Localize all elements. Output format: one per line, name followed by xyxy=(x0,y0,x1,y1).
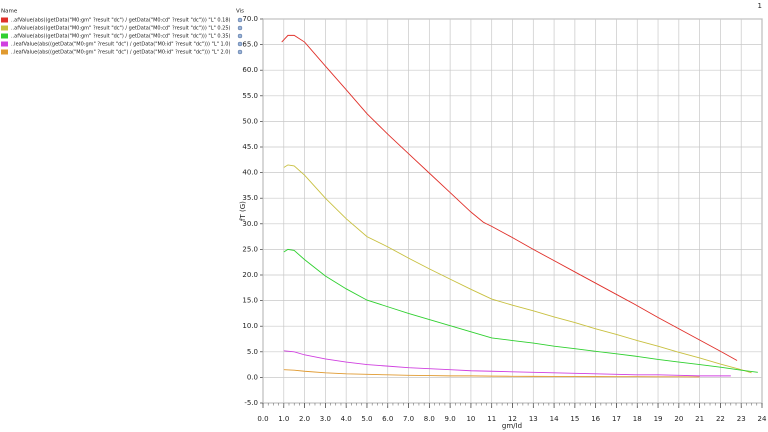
x-tick-label: 13 xyxy=(529,415,538,423)
x-axis-label: gm/Id xyxy=(502,422,522,430)
x-tick-label: 4.0 xyxy=(341,415,352,423)
series-line xyxy=(281,34,738,361)
x-tick-label: 1.0 xyxy=(278,415,289,423)
y-tick-label: 0.0 xyxy=(247,373,258,381)
legend-entry: ..leafValue(abs((getData("M0:gm" ?result… xyxy=(11,42,230,48)
y-tick-label: 55.0 xyxy=(242,92,258,100)
x-tick-label: 16 xyxy=(591,415,600,423)
x-tick-label: 10 xyxy=(466,415,475,423)
x-tick-label: 9.0 xyxy=(445,415,456,423)
legend-swatch xyxy=(1,17,8,23)
subplot-index: 1 xyxy=(758,2,762,10)
y-tick-label: 10.0 xyxy=(242,322,258,330)
y-tick-label: 65.0 xyxy=(242,41,258,49)
x-tick-label: 14 xyxy=(550,415,559,423)
y-tick-label: 45.0 xyxy=(242,143,258,151)
x-tick-label: 12 xyxy=(508,415,517,423)
x-tick-label: 6.0 xyxy=(382,415,393,423)
x-tick-label: 21 xyxy=(695,415,704,423)
x-tick-label: 18 xyxy=(633,415,642,423)
x-tick-label: 5.0 xyxy=(361,415,372,423)
y-tick-label: 50.0 xyxy=(242,117,258,125)
x-tick-label: 20 xyxy=(674,415,683,423)
legend-swatch xyxy=(1,33,8,39)
legend-swatch xyxy=(1,25,8,31)
legend-entry: ..afValue(abs((getData("M0:gm" ?result "… xyxy=(11,26,231,32)
y-tick-label: 25.0 xyxy=(242,245,258,253)
y-tick-label: 60.0 xyxy=(242,66,258,74)
x-tick-label: 11 xyxy=(487,415,496,423)
y-tick-label: 70.0 xyxy=(242,15,258,23)
legend-entry: ..afValue(abs((getData("M0:gm" ?result "… xyxy=(11,18,231,24)
visibility-toggle xyxy=(237,17,243,23)
legend-swatch xyxy=(1,49,8,55)
y-tick-label: -5.0 xyxy=(244,399,258,407)
legend-entry: ..afValue(abs((getData("M0:gm" ?result "… xyxy=(11,34,231,40)
y-tick-label: 20.0 xyxy=(242,271,258,279)
y-tick-label: 35.0 xyxy=(242,194,258,202)
x-tick-label: 23 xyxy=(737,415,746,423)
x-tick-label: 2.0 xyxy=(299,415,310,423)
y-axis-label: fT (G) xyxy=(239,201,247,221)
x-tick-label: 22 xyxy=(716,415,725,423)
visibility-toggle xyxy=(237,33,243,39)
y-tick-label: 30.0 xyxy=(242,220,258,228)
visibility-toggle xyxy=(237,49,243,55)
y-tick-label: 15.0 xyxy=(242,297,258,305)
x-tick-label: 19 xyxy=(654,415,663,423)
x-tick-label: 24 xyxy=(758,415,767,423)
y-tick-label: 40.0 xyxy=(242,169,258,177)
visibility-toggle xyxy=(237,25,243,31)
legend-entry: ..leafValue(abs((getData("M0:gm" ?result… xyxy=(11,50,230,56)
x-tick-label: 7.0 xyxy=(403,415,414,423)
x-tick-label: 3.0 xyxy=(320,415,331,423)
x-tick-label: 17 xyxy=(612,415,621,423)
legend-header-name: Name xyxy=(1,9,18,15)
visibility-toggle xyxy=(237,41,243,47)
series-line xyxy=(283,350,731,377)
series-line xyxy=(283,164,752,374)
legend-header-vis: Vis xyxy=(236,9,244,15)
y-tick-label: 5.0 xyxy=(247,348,258,356)
series-line xyxy=(283,248,758,373)
x-tick-label: 15 xyxy=(570,415,579,423)
x-tick-label: 0.0 xyxy=(257,415,268,423)
legend-swatch xyxy=(1,41,8,47)
series-line xyxy=(283,369,700,378)
x-tick-label: 8.0 xyxy=(424,415,435,423)
